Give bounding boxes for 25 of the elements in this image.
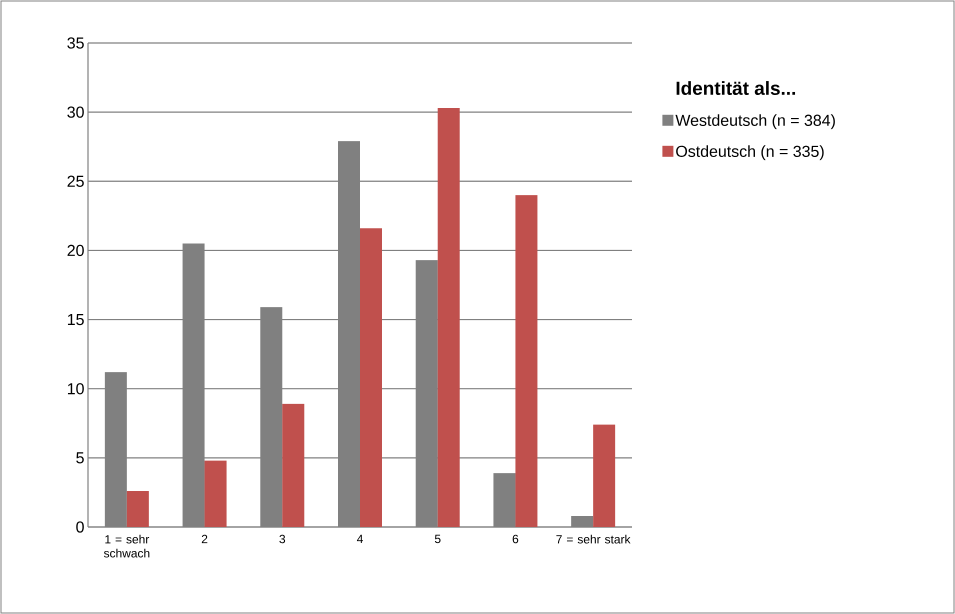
bar — [438, 108, 460, 527]
legend-label: Ostdeutsch (n = 335) — [676, 145, 824, 160]
x-tick-label: 1 = sehr schwach — [104, 534, 150, 558]
y-tick-label: 35 — [67, 37, 84, 49]
y-tick-label: 15 — [68, 314, 84, 326]
bar — [126, 491, 149, 527]
y-tick-label: 25 — [68, 176, 84, 187]
bar — [360, 228, 382, 527]
bar — [593, 424, 616, 527]
bar — [515, 195, 538, 527]
y-tick-label: 30 — [67, 106, 84, 118]
y-tick-label: 20 — [68, 244, 84, 256]
x-tick-label: 4 — [356, 534, 363, 543]
x-tick-label: 5 — [434, 534, 441, 544]
bar — [204, 460, 227, 527]
x-tick-label: 3 — [279, 534, 286, 544]
bar — [282, 404, 304, 527]
y-tick-label: 10 — [68, 383, 84, 394]
x-tick-label: 6 — [512, 534, 518, 544]
x-tick-label: 7 = sehr stark — [556, 534, 631, 544]
legend-title: Identität als... — [676, 81, 796, 95]
legend-label: Westdeutsch (n = 384) — [675, 114, 835, 130]
x-tick-label: 2 — [202, 534, 208, 544]
y-tick-label: 5 — [76, 452, 84, 464]
y-tick-label: 0 — [76, 521, 84, 533]
